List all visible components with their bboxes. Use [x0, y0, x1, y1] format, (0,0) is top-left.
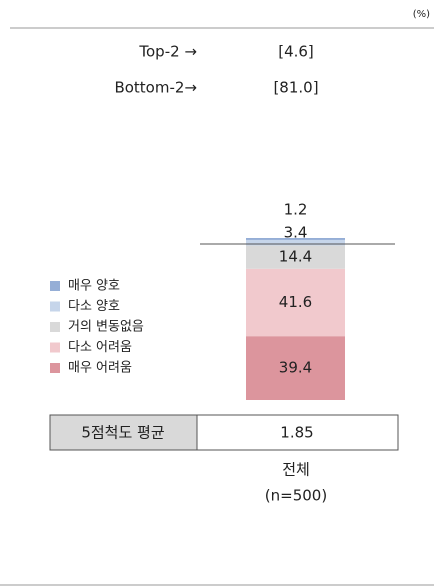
bar-segment — [246, 336, 345, 400]
bar-segment — [246, 268, 345, 337]
annotation-value: [4.6] — [278, 43, 314, 61]
value-label: 1.2 — [284, 201, 308, 219]
category-note: (n=500) — [265, 487, 327, 505]
annotation-value: [81.0] — [273, 79, 318, 97]
value-label: 14.4 — [279, 248, 312, 266]
legend-swatch — [50, 342, 60, 353]
legend-swatch — [50, 322, 60, 332]
mean-value: 1.85 — [280, 424, 313, 442]
legend-label: 매우 양호 — [68, 279, 120, 294]
legend-swatch — [50, 281, 60, 291]
bar-segment — [246, 245, 345, 269]
bar-segment — [246, 238, 345, 240]
legend-swatch — [50, 301, 60, 312]
legend-label: 다소 어려움 — [68, 340, 132, 355]
unit-label: (%) — [413, 9, 430, 20]
mean-value-cell — [196, 414, 399, 451]
bar-segment — [246, 239, 345, 246]
value-label: 41.6 — [279, 293, 312, 311]
legend-swatch — [50, 363, 60, 373]
category-label: 전체 — [282, 461, 310, 479]
mean-label: 5점척도 평균 — [81, 424, 165, 442]
legend-label: 거의 변동없음 — [68, 320, 144, 335]
annotation-label: Bottom-2→ — [114, 79, 197, 97]
mean-label-cell — [49, 414, 198, 451]
annotation-label: Top-2 → — [138, 43, 197, 61]
legend-label: 매우 어려움 — [68, 361, 132, 376]
value-label: 39.4 — [279, 359, 312, 377]
value-label: 3.4 — [284, 224, 308, 242]
legend-label: 다소 양호 — [68, 299, 120, 314]
